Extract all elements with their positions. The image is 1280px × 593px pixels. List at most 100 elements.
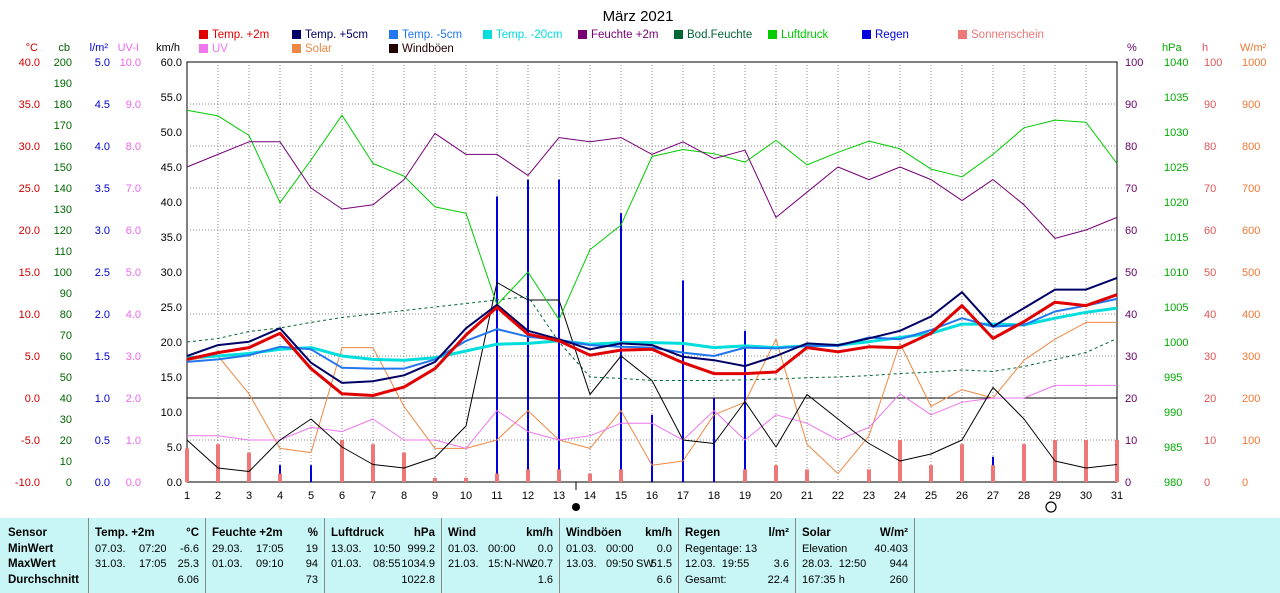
chart-title: März 2021 (603, 8, 674, 25)
stats-temp-unit: °C (186, 527, 199, 539)
left-axis-tick-cb: 200 (54, 57, 72, 69)
stats-wind-max-time: 15: (488, 558, 504, 570)
legend-label-bod-feuchte: Bod.Feuchte (687, 29, 752, 41)
left-axis-tick-uv-i: 4.0 (126, 309, 141, 321)
x-tick-label: 8 (401, 490, 407, 502)
left-axis-tick-km-h: 35.0 (161, 232, 182, 244)
bar-sonnenschein (774, 465, 778, 482)
bar-sonnenschein (216, 444, 220, 482)
right-axis-label-: % (1127, 42, 1137, 54)
bar-regen (496, 196, 498, 482)
right-axis-tick-w-m: 700 (1242, 183, 1260, 195)
left-axis-tick-c: -5.0 (21, 435, 40, 447)
right-axis-tick-: 50 (1125, 267, 1137, 279)
left-axis-tick-cb: 150 (54, 162, 72, 174)
right-axis-tick-w-m: 1000 (1242, 57, 1266, 69)
bar-sonnenschein (340, 440, 344, 482)
stats-windboeen-unit: km/h (645, 527, 672, 539)
left-axis-tick-uv-i: 0.0 (126, 477, 141, 489)
x-tick-label: 29 (1049, 490, 1061, 502)
left-axis-tick-l-m: 0.5 (95, 435, 110, 447)
legend-label-regen: Regen (875, 29, 909, 41)
legend-swatch-sonnenschein (958, 30, 967, 39)
legend-swatch-temp-5cm (389, 30, 398, 39)
stats-wind-min-time: 00:00 (488, 543, 516, 555)
x-tick-label: 31 (1111, 490, 1123, 502)
stats-sensor-avg: Durchschnitt (8, 574, 79, 586)
x-tick-label: 1 (184, 490, 190, 502)
stats-temp: Temp. +2m °C 07.03. 07:20 -6.6 31.03. 17:05 2… (88, 518, 205, 593)
left-axis-tick-km-h: 5.0 (167, 442, 182, 454)
stats-wind-max-date: 21.03. (448, 558, 479, 570)
right-axis-tick-hpa: 1010 (1164, 267, 1188, 279)
bar-sonnenschein (1115, 440, 1119, 482)
left-axis-tick-uv-i: 1.0 (126, 435, 141, 447)
x-tick-label: 28 (1018, 490, 1030, 502)
stats-regen-unit: l/m² (768, 527, 789, 539)
x-tick-label: 14 (584, 490, 596, 502)
left-axis-tick-uv-i: 9.0 (126, 99, 141, 111)
stats-end (914, 518, 916, 593)
stats-temp-max-value: 25.3 (177, 558, 199, 570)
left-axis-tick-km-h: 50.0 (161, 127, 182, 139)
legend-label-uv: UV (212, 43, 228, 55)
right-axis-tick-hpa: 1035 (1164, 92, 1188, 104)
stats-regen-total-label: Gesamt: (685, 574, 727, 586)
legend-label-temp-5cm: Temp. -5cm (402, 29, 462, 41)
left-axis-label-cb: cb (58, 42, 70, 54)
stats-sensor-max: MaxWert (8, 558, 56, 570)
left-axis-tick-km-h: 40.0 (161, 197, 182, 209)
left-axis-tick-km-h: 45.0 (161, 162, 182, 174)
stats-wind-max-value: 20.7 (531, 558, 553, 570)
left-axis-tick-km-h: 20.0 (161, 337, 182, 349)
right-axis-tick-: 10 (1125, 435, 1137, 447)
stats-luftdruck-max-value: 1034.9 (401, 558, 435, 570)
bar-sonnenschein (526, 469, 530, 482)
bar-sonnenschein (805, 469, 809, 482)
stats-feuchte-min-value: 19 (305, 543, 318, 555)
x-tick-label: 13 (553, 490, 565, 502)
x-axis-ticks: 1 2 3 4 5 6 7 8 9 10 11 12 13 14 15 16 17 18 19 20 21 22 23 24 2… (184, 482, 1123, 502)
left-axis-tick-l-m: 1.5 (95, 351, 110, 363)
right-axis-label-h: h (1202, 42, 1208, 54)
stats-regen-days: Regentage: 13 (685, 543, 758, 555)
right-axis-tick-h: 30 (1204, 351, 1216, 363)
right-axis-tick-hpa: 1040 (1164, 57, 1188, 69)
series-line-feuchte-2m (186, 132, 1118, 239)
right-axis-tick-: 40 (1125, 309, 1137, 321)
stats-solar-sunhours: 167:35 h (802, 574, 845, 586)
stats-regen: Regen l/m² Regentage: 13 12.03. 19:55 3.6 … (678, 518, 795, 593)
legend-label-sonnenschein: Sonnenschein (971, 29, 1044, 41)
stats-wind-title: Wind (448, 527, 476, 539)
bar-sonnenschein (278, 473, 282, 482)
right-axis-tick-h: 90 (1204, 99, 1216, 111)
x-tick-label: 5 (308, 490, 314, 502)
left-axis-tick-km-h: 10.0 (161, 407, 182, 419)
right-axis-tick-: 80 (1125, 141, 1137, 153)
right-axis-tick-hpa: 1005 (1164, 302, 1188, 314)
stats-regen-max-value: 3.6 (773, 558, 789, 570)
x-tick-label: 6 (339, 490, 345, 502)
left-axis-tick-uv-i: 6.0 (126, 225, 141, 237)
left-axis-tick-c: -10.0 (15, 477, 40, 489)
bar-sonnenschein (619, 469, 623, 482)
right-axis-tick-h: 100 (1204, 57, 1222, 69)
bar-sonnenschein (588, 473, 592, 482)
bar-sonnenschein (743, 469, 747, 482)
stats-windboeen-min-value: 0.0 (656, 543, 672, 555)
left-axis-tick-c: 30.0 (19, 141, 40, 153)
bar-regen (744, 330, 746, 482)
bar-sonnenschein (402, 452, 406, 482)
legend-label-temp-5cm: Temp. +5cm (305, 29, 368, 41)
left-axis-tick-l-m: 0.0 (95, 477, 110, 489)
left-axis-tick-cb: 170 (54, 120, 72, 132)
left-axis-tick-uv-i: 3.0 (126, 351, 141, 363)
left-axis-tick-cb: 40 (60, 393, 72, 405)
bar-sonnenschein (495, 473, 499, 482)
right-axis-tick-hpa: 1030 (1164, 127, 1188, 139)
bar-regen (310, 465, 312, 482)
right-axis-tick-w-m: 300 (1242, 351, 1260, 363)
stats-luftdruck: Luftdruck hPa 13.03. 10:50 999.2 01.03. 08:5… (324, 518, 441, 593)
right-axis-tick-hpa: 980 (1164, 477, 1182, 489)
bar-sonnenschein (1084, 440, 1088, 482)
